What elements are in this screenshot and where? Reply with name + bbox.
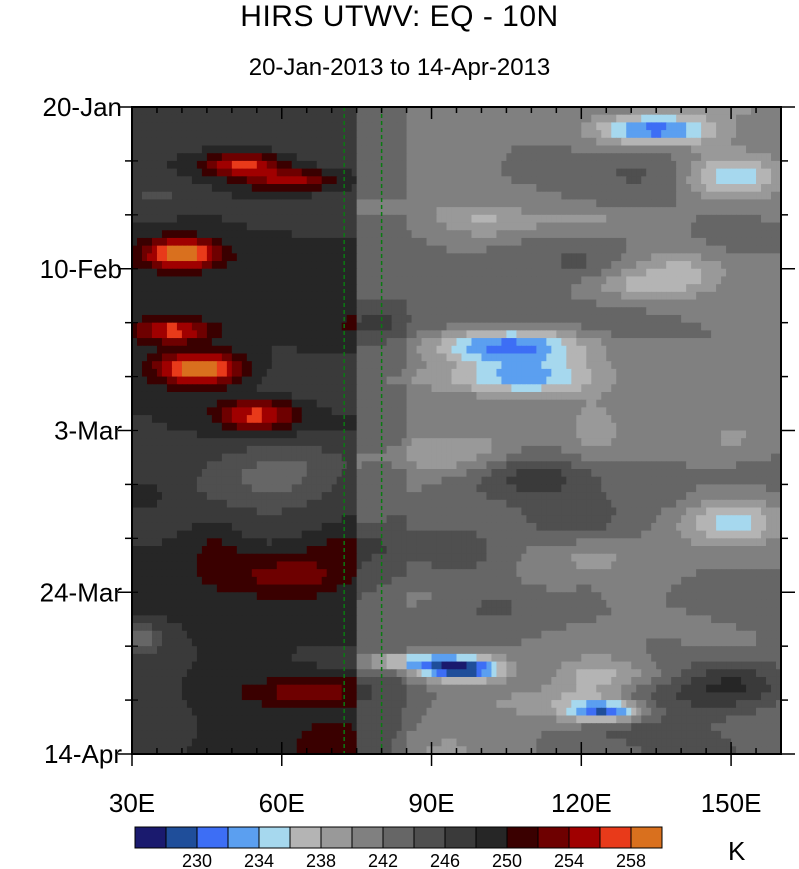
x-axis: 30E 60E 90E 120E 150E <box>109 107 782 818</box>
colorbar: 230 234 238 242 246 250 254 258 <box>134 826 663 869</box>
colorbar-swatch <box>444 826 477 849</box>
colorbar-swatch <box>165 826 198 849</box>
y-axis: 20-Jan 10-Feb 3-Mar 24-Mar 14-Apr <box>40 92 795 769</box>
colorbar-swatch <box>351 826 384 849</box>
colorbar-swatch <box>568 826 601 849</box>
y-tick-label: 24-Mar <box>40 577 123 607</box>
colorbar-swatch <box>320 826 353 849</box>
reference-lines <box>343 107 383 754</box>
y-tick-label: 10-Feb <box>40 254 122 284</box>
colorbar-swatch <box>289 826 322 849</box>
colorbar-label: 258 <box>616 851 646 869</box>
colorbar-swatch <box>537 826 570 849</box>
colorbar-unit: K <box>728 836 746 866</box>
colorbar-label: 246 <box>430 851 460 869</box>
colorbar-swatch <box>382 826 415 849</box>
chart-subtitle: 20-Jan-2013 to 14-Apr-2013 <box>248 54 551 81</box>
y-tick-label: 14-Apr <box>44 739 122 769</box>
x-tick-label: 60E <box>259 788 305 818</box>
x-tick-label: 30E <box>109 788 155 818</box>
colorbar-swatch <box>413 826 446 849</box>
colorbar-swatch <box>475 826 508 849</box>
colorbar-label: 230 <box>182 851 212 869</box>
contour-field <box>132 107 781 754</box>
y-tick-label: 3-Mar <box>54 416 122 446</box>
colorbar-swatch <box>258 826 291 849</box>
colorbar-swatch <box>599 826 632 849</box>
colorbar-label: 234 <box>244 851 274 869</box>
colorbar-swatch <box>506 826 539 849</box>
colorbar-swatch <box>227 826 260 849</box>
colorbar-label: 238 <box>306 851 336 869</box>
x-tick-label: 150E <box>701 788 762 818</box>
colorbar-swatch <box>196 826 229 849</box>
colorbar-label: 250 <box>492 851 522 869</box>
colorbar-swatch <box>134 826 167 849</box>
chart-title: HIRS UTWV: EQ - 10N <box>240 0 559 33</box>
colorbar-swatch <box>630 826 663 849</box>
x-tick-label: 120E <box>551 788 612 818</box>
y-tick-label: 20-Jan <box>43 92 123 122</box>
x-tick-label: 90E <box>408 788 454 818</box>
colorbar-label: 254 <box>554 851 584 869</box>
colorbar-label: 242 <box>368 851 398 869</box>
